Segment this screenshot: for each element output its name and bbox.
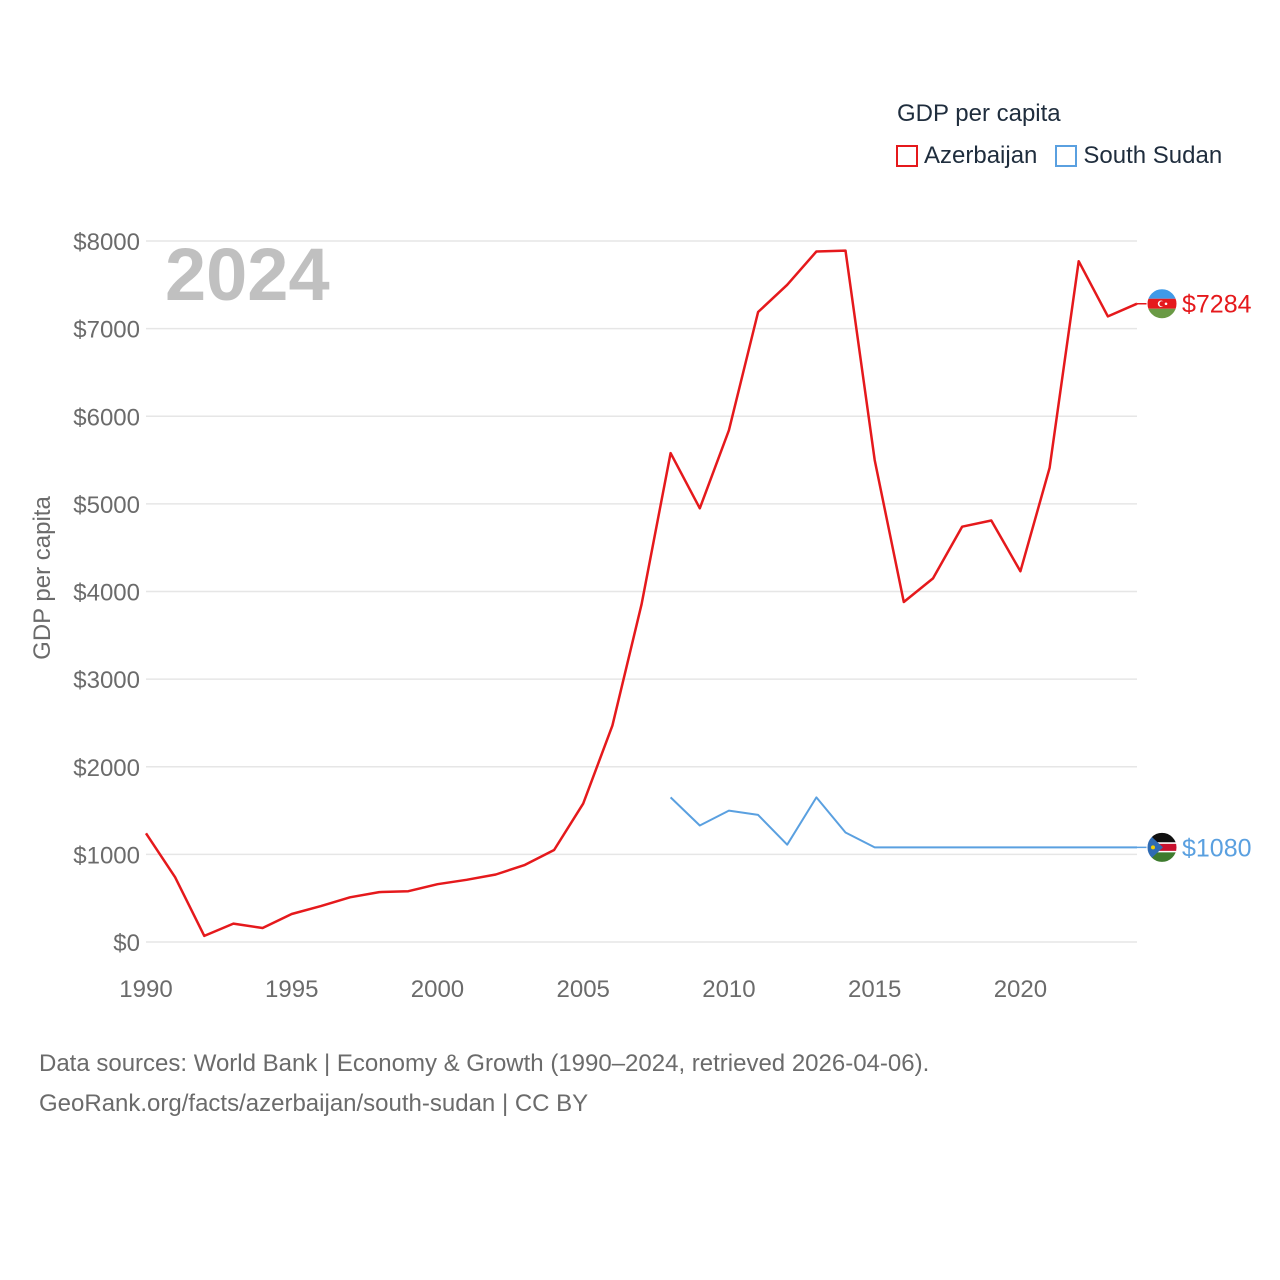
footer-sources: Data sources: World Bank | Economy & Gro… [39, 1050, 930, 1077]
legend-label-south-sudan: South Sudan [1083, 142, 1223, 169]
footer: Data sources: World Bank | Economy & Gro… [39, 1044, 929, 1124]
series-line-azerbaijan [144, 249, 1138, 938]
y-tick-label: $3000 [73, 667, 140, 694]
legend-swatch-south-sudan [1055, 145, 1078, 167]
legend-item-azerbaijan[interactable]: Azerbaijan [896, 142, 1037, 170]
year-watermark: 2024 [165, 233, 330, 316]
x-tick-label: 2000 [411, 976, 464, 1003]
legend-swatch-azerbaijan [896, 145, 918, 167]
end-markers: $7284 $1080 [1137, 288, 1252, 863]
x-tick-label: 1995 [265, 976, 318, 1003]
y-axis-label: GDP per capita [29, 496, 56, 660]
y-tick-label: $4000 [73, 580, 140, 607]
y-tick-label: $2000 [73, 755, 140, 782]
y-tick-label: $7000 [73, 317, 140, 344]
series-group [144, 249, 1138, 938]
end-value-azerbaijan: $7284 [1182, 291, 1252, 319]
y-tick-label: $8000 [73, 229, 140, 256]
y-tick-label: $0 [113, 930, 140, 957]
x-tick-label: 2020 [994, 976, 1047, 1003]
y-tick-label: $5000 [73, 492, 140, 519]
x-axis-ticks: 1990 1995 2000 2005 2010 2015 2020 [119, 976, 1047, 1003]
y-axis-ticks: $0 $1000 $2000 $3000 $4000 $5000 $6000 $7000 $80… [73, 229, 140, 957]
legend: Azerbaijan South Sudan [896, 142, 1222, 170]
legend-item-south-sudan[interactable]: South Sudan [1055, 142, 1222, 170]
y-tick-label: $1000 [73, 842, 140, 869]
end-value-south-sudan: $1080 [1182, 834, 1252, 862]
gridlines [146, 240, 1137, 943]
legend-title: GDP per capita [897, 100, 1061, 127]
flag-south-sudan-icon [1146, 831, 1178, 863]
y-tick-label: $6000 [73, 404, 140, 431]
series-line-south-sudan [669, 796, 1137, 849]
footer-link: GeoRank.org/facts/azerbaijan/south-sudan… [39, 1090, 589, 1117]
flag-azerbaijan-icon [1146, 288, 1178, 320]
legend-label-azerbaijan: Azerbaijan [924, 142, 1038, 169]
x-tick-label: 2010 [702, 976, 755, 1003]
x-tick-label: 1990 [119, 976, 172, 1003]
x-tick-label: 2005 [557, 976, 610, 1003]
x-tick-label: 2015 [848, 976, 901, 1003]
